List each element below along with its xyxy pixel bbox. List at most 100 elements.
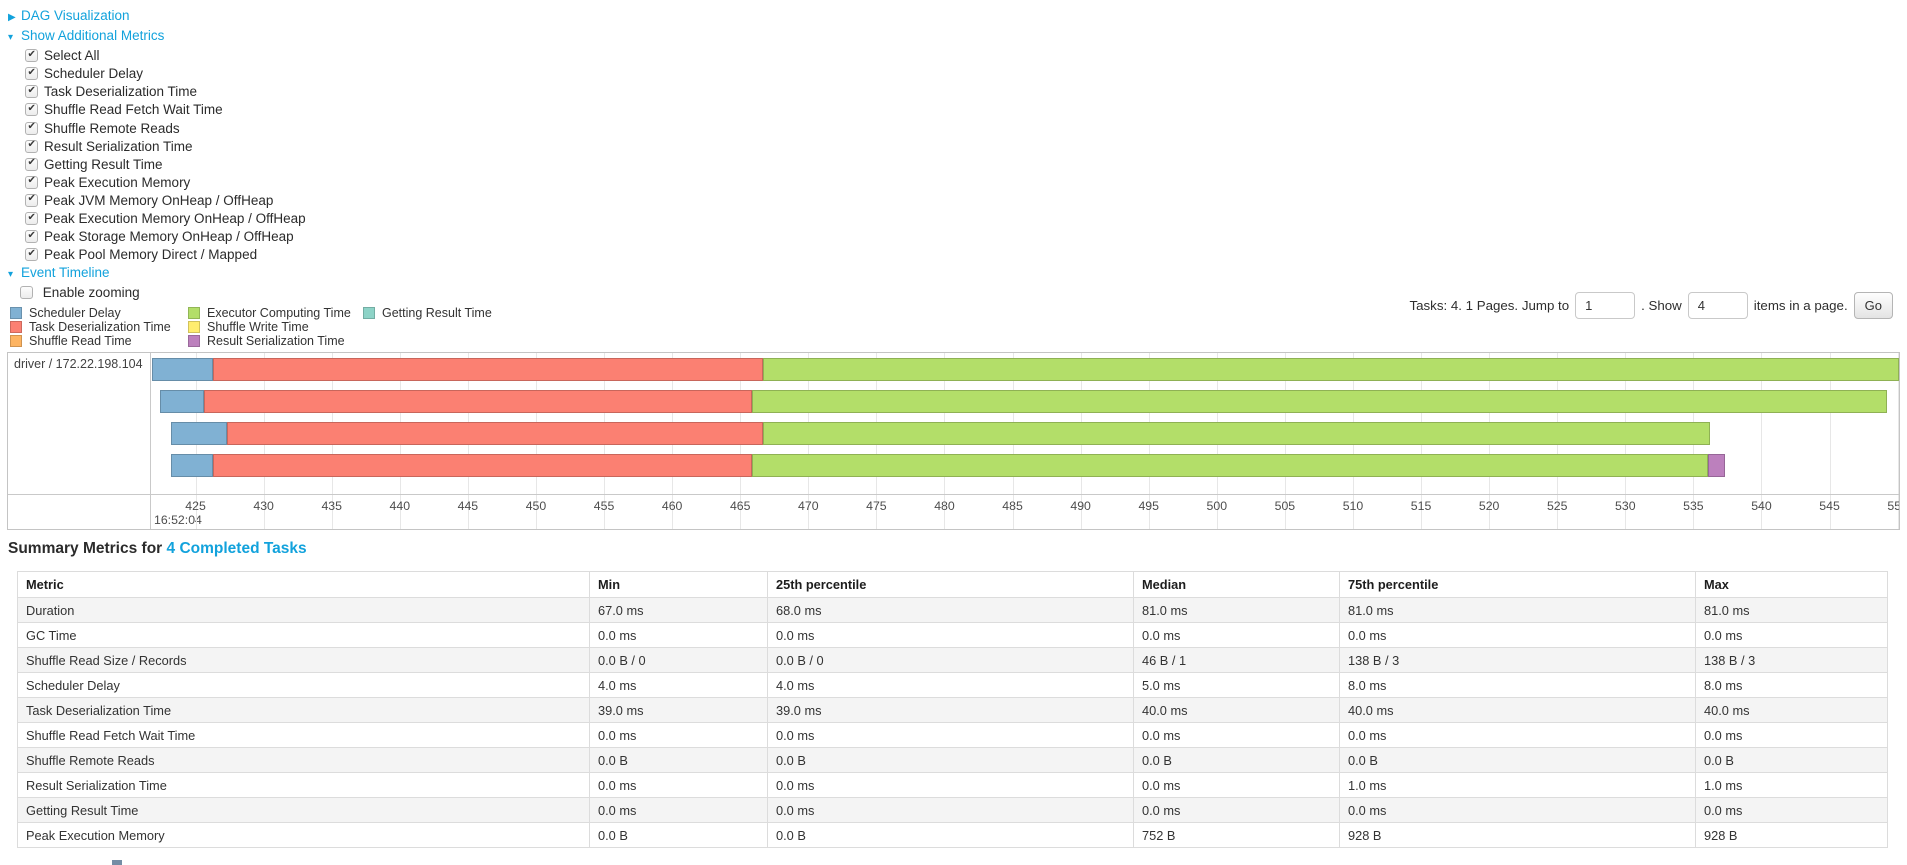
go-button[interactable]: Go	[1853, 292, 1893, 319]
metric-checkbox-row-shuffle-remote-reads: Shuffle Remote Reads	[8, 120, 306, 138]
checkbox-shuffle-read-fetch-wait-time[interactable]	[25, 103, 38, 117]
metric-name-cell: Shuffle Read Size / Records	[17, 647, 590, 673]
metric-value-cell: 0.0 ms	[589, 772, 768, 798]
items-per-page-input[interactable]	[1687, 292, 1748, 319]
metric-checkbox-row-scheduler-delay: Scheduler Delay	[8, 65, 306, 83]
checkbox-peak-execution-memory[interactable]	[25, 175, 38, 189]
metric-value-cell: 0.0 ms	[767, 797, 1134, 823]
axis-tick-label: 535	[1683, 499, 1704, 513]
axis-tick-label: 490	[1070, 499, 1091, 513]
enable-zooming-checkbox[interactable]	[20, 286, 33, 300]
event-timeline-label: Event Timeline	[21, 265, 110, 281]
axis-tick-label: 480	[934, 499, 955, 513]
axis-tick-label: 435	[321, 499, 342, 513]
column-header-25th-percentile: 25th percentile	[767, 571, 1134, 598]
axis-tick-label: 440	[389, 499, 411, 513]
metric-value-cell: 138 B / 3	[1339, 647, 1696, 673]
metric-checkbox-row-peak-pool-memory-direct-mapped: Peak Pool Memory Direct / Mapped	[8, 246, 306, 264]
checkbox-peak-storage-memory-onheap-offheap[interactable]	[25, 230, 38, 244]
metric-value-cell: 0.0 ms	[1133, 622, 1340, 648]
checkbox-getting-result-time[interactable]	[25, 157, 38, 171]
metric-value-cell: 928 B	[1695, 822, 1888, 848]
completed-tasks-link[interactable]: 4 Completed Tasks	[166, 540, 307, 557]
axis-tick-label: 430	[253, 499, 274, 513]
axis-tick-label: 475	[866, 499, 887, 513]
pagination-items-label: items in a page.	[1753, 298, 1848, 313]
metric-value-cell: 46 B / 1	[1133, 647, 1340, 673]
column-header-75th-percentile: 75th percentile	[1339, 571, 1696, 598]
task-pagination: Tasks: 4. 1 Pages. Jump to . Show items …	[1409, 292, 1893, 319]
task-2-segment-executor-computing	[752, 390, 1887, 413]
metric-value-cell: 0.0 B	[1133, 747, 1340, 773]
metric-value-cell: 138 B / 3	[1695, 647, 1888, 673]
event-timeline-toggle[interactable]: ▾ Event Timeline	[8, 264, 306, 284]
metric-checkbox-row-select-all: Select All	[8, 47, 306, 65]
dag-visualization-label: DAG Visualization	[21, 8, 130, 23]
metric-value-cell: 0.0 B	[1339, 747, 1696, 773]
checkbox-select-all[interactable]	[25, 49, 38, 63]
summary-metrics-table: Metric Min 25th percentile Median 75th perce…	[17, 571, 1888, 848]
axis-tick-label: 455	[593, 499, 615, 513]
metric-checkbox-row-shuffle-read-fetch-wait-time: Shuffle Read Fetch Wait Time	[8, 101, 306, 119]
axis-tick-label: 425	[185, 499, 206, 513]
metric-value-cell: 0.0 ms	[589, 722, 768, 748]
jump-to-page-input[interactable]	[1575, 292, 1636, 319]
legend-swatch-icon	[10, 334, 22, 347]
metric-value-cell: 0.0 ms	[1133, 797, 1340, 823]
metric-name-cell: Getting Result Time	[17, 797, 590, 823]
metric-value-cell: 0.0 ms	[589, 622, 768, 648]
checkbox-scheduler-delay[interactable]	[25, 67, 38, 81]
checkbox-peak-pool-memory-direct-mapped[interactable]	[25, 248, 38, 262]
legend-label: Executor Computing Time	[207, 305, 351, 320]
metric-name-cell: Result Serialization Time	[17, 772, 590, 798]
metric-name-cell: Task Deserialization Time	[17, 697, 590, 723]
axis-tick-label: 500	[1206, 499, 1228, 513]
checkbox-task-deserialization-time[interactable]	[25, 85, 38, 99]
metric-value-cell: 0.0 B	[589, 822, 768, 848]
axis-tick-label: 545	[1819, 499, 1840, 513]
axis-tick-label: 495	[1138, 499, 1159, 513]
axis-tick-label: 470	[798, 499, 819, 513]
legend-swatch-icon	[10, 306, 22, 319]
task-1-segment-executor-computing	[763, 358, 1899, 381]
metric-value-cell: 40.0 ms	[1339, 697, 1696, 723]
metric-checkbox-row-result-serialization-time: Result Serialization Time	[8, 138, 306, 156]
legend-swatch-icon	[188, 306, 200, 319]
checkbox-label-peak-storage-memory-onheap-offheap: Peak Storage Memory OnHeap / OffHeap	[44, 229, 294, 245]
checkbox-shuffle-remote-reads[interactable]	[25, 121, 38, 135]
checkbox-peak-jvm-memory-onheap-offheap[interactable]	[25, 193, 38, 207]
checkbox-label-shuffle-remote-reads: Shuffle Remote Reads	[44, 120, 180, 136]
metric-checkbox-row-getting-result-time: Getting Result Time	[8, 156, 306, 174]
dag-visualization-toggle[interactable]: ▶ DAG Visualization	[8, 7, 306, 27]
checkbox-peak-execution-memory-onheap-offheap[interactable]	[25, 212, 38, 226]
axis-tick-label: 485	[1002, 499, 1023, 513]
metric-name-cell: Duration	[17, 597, 590, 623]
metric-checkbox-row-task-deserialization-time: Task Deserialization Time	[8, 83, 306, 101]
metric-checkbox-row-peak-jvm-memory-onheap-offheap: Peak JVM Memory OnHeap / OffHeap	[8, 192, 306, 210]
legend-swatch-icon	[188, 320, 200, 333]
legend-label: Getting Result Time	[382, 305, 492, 320]
checkbox-result-serialization-time[interactable]	[25, 139, 38, 153]
legend-swatch-icon	[10, 320, 22, 333]
table-row-getting-result-time: Getting Result Time 0.0 ms 0.0 ms 0.0 ms 0.0…	[17, 797, 1888, 823]
metric-value-cell: 0.0 B	[589, 747, 768, 773]
metric-value-cell: 1.0 ms	[1695, 772, 1888, 798]
axis-tick-label: 450	[525, 499, 547, 513]
gridline	[1897, 353, 1899, 529]
summary-title-text: Summary Metrics for	[8, 540, 163, 557]
axis-tick-label: 515	[1410, 499, 1432, 513]
metric-name-cell: Scheduler Delay	[17, 672, 590, 698]
checkbox-label-peak-jvm-memory-onheap-offheap: Peak JVM Memory OnHeap / OffHeap	[44, 192, 274, 208]
show-additional-metrics-toggle[interactable]: ▾ Show Additional Metrics	[8, 27, 306, 47]
task-4-segment-scheduler-delay	[171, 454, 214, 477]
metric-value-cell: 0.0 B	[767, 747, 1134, 773]
event-timeline-chart: driver / 172.22.198.104 16:52:04 425 430 4…	[7, 352, 1900, 530]
task-2-segment-task-deserialization	[203, 390, 753, 413]
axis-tick-label: 505	[1274, 499, 1296, 513]
task-3-segment-task-deserialization	[226, 422, 764, 445]
axis-tick-label: 520	[1478, 499, 1500, 513]
chevron-down-icon: ▾	[8, 269, 14, 281]
executor-group-label: driver / 172.22.198.104	[14, 357, 143, 371]
metric-value-cell: 8.0 ms	[1695, 672, 1888, 698]
metric-value-cell: 81.0 ms	[1133, 597, 1340, 623]
